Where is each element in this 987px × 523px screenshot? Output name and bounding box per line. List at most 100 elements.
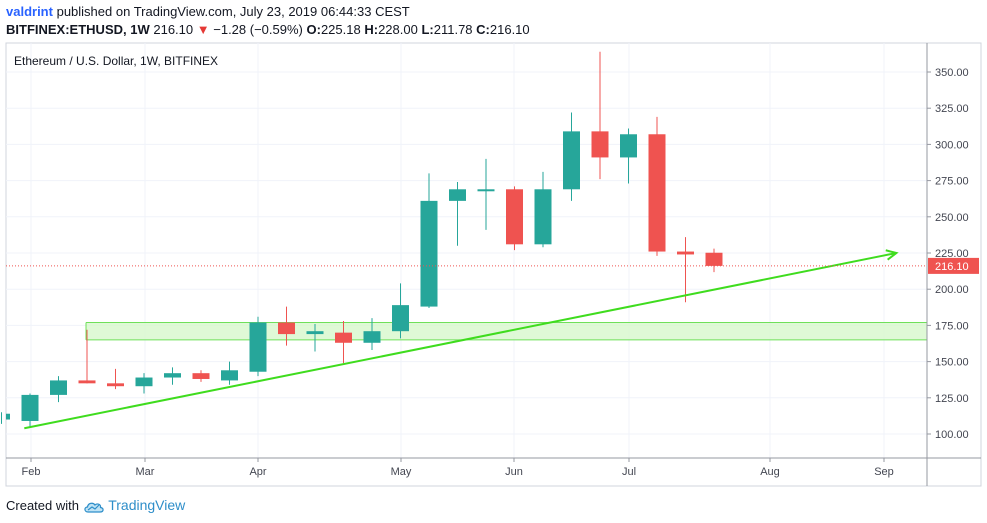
high-label: H: — [364, 22, 379, 37]
candle-body — [620, 134, 637, 158]
candle — [591, 51, 609, 180]
candle — [677, 237, 694, 303]
candle — [534, 171, 552, 248]
candle — [648, 116, 666, 256]
tradingview-cloud-icon — [83, 502, 104, 513]
price-tick-label: 150.00 — [935, 357, 969, 369]
time-axis[interactable]: Feb Mar Apr May Jun Jul Aug Sep — [22, 458, 894, 478]
candle-body — [50, 380, 67, 395]
grid — [6, 43, 927, 458]
last-price-line: 216.10 — [6, 257, 979, 274]
candle — [705, 248, 723, 273]
time-tick-label: Jun — [505, 466, 523, 478]
chart-title: Ethereum / U.S. Dollar, 1W, BITFINEX — [14, 54, 218, 68]
tradingview-brand[interactable]: TradingView — [108, 497, 186, 513]
down-arrow-icon: ▼ — [196, 22, 210, 37]
ohlc-line: BITFINEX:ETHUSD, 1W 216.10 ▼ −1.28 (−0.5… — [6, 21, 981, 39]
candle — [392, 283, 409, 339]
price-change: −1.28 (−0.59%) — [213, 22, 303, 37]
candle-body — [648, 134, 666, 252]
publish-line: valdrint published on TradingView.com, J… — [6, 3, 981, 21]
candle-body — [506, 189, 523, 245]
candle-body — [164, 373, 181, 378]
candle-body — [392, 305, 409, 332]
candle-body — [278, 322, 295, 335]
price-tick-label: 300.00 — [935, 139, 969, 151]
candle — [306, 323, 324, 352]
candle — [420, 173, 438, 309]
candle-body — [363, 331, 381, 343]
candles — [1, 51, 723, 427]
candle-body — [534, 189, 552, 245]
low-value: 211.78 — [433, 22, 473, 37]
chart-frame — [5, 42, 982, 487]
price-tick-label: 225.00 — [935, 248, 969, 260]
last-price: 216.10 — [153, 22, 194, 37]
candle — [50, 376, 67, 403]
candle-body — [563, 131, 580, 190]
candle — [1, 412, 10, 424]
time-tick-label: Mar — [136, 466, 155, 478]
price-tick-label: 200.00 — [935, 284, 969, 296]
time-tick-label: Sep — [874, 466, 894, 478]
candle — [249, 316, 267, 377]
last-price-label: 216.10 — [935, 261, 969, 273]
candle-body — [677, 251, 694, 255]
last-price-label-bg — [928, 257, 979, 274]
candle — [192, 370, 210, 382]
candle — [78, 329, 96, 384]
price-chart[interactable]: 216.10 100.00 125.00 150.00 175.00 200.00 225… — [0, 0, 987, 490]
candle-body — [6, 413, 10, 420]
time-tick-label: Apr — [249, 466, 266, 478]
candle-body — [249, 322, 267, 372]
trendline-arrowhead — [885, 249, 899, 261]
trendline-segment — [24, 252, 897, 430]
candle — [363, 318, 381, 351]
candle — [506, 186, 523, 251]
footer: Created with TradingView — [6, 496, 185, 515]
price-axis[interactable]: 100.00 125.00 150.00 175.00 200.00 225.00 250.… — [927, 67, 969, 441]
candle — [278, 306, 295, 346]
close-value: 216.10 — [489, 22, 530, 37]
candle — [620, 128, 637, 184]
time-tick-label: May — [391, 466, 412, 478]
chart-header: valdrint published on TradingView.com, J… — [6, 3, 981, 39]
candle — [107, 368, 124, 390]
candle-body — [420, 200, 438, 307]
open-label: O: — [306, 22, 321, 37]
candle — [164, 367, 181, 385]
price-tick-label: 125.00 — [935, 393, 969, 405]
candle-body — [192, 373, 210, 379]
candle-body — [477, 189, 495, 192]
price-tick-label: 325.00 — [935, 103, 969, 115]
time-tick-label: Feb — [22, 466, 41, 478]
candle-body — [21, 394, 39, 421]
candle-body — [221, 370, 238, 381]
open-value: 225.18 — [320, 22, 361, 37]
candle-body — [135, 377, 153, 387]
candle — [477, 158, 495, 230]
candle-body — [591, 131, 609, 158]
trendline — [24, 249, 899, 430]
symbol-label: BITFINEX:ETHUSD, 1W — [6, 22, 150, 37]
low-label: L: — [421, 22, 434, 37]
time-tick-label: Aug — [760, 466, 780, 478]
publish-info: published on TradingView.com, July 23, 2… — [56, 4, 410, 19]
price-tick-label: 275.00 — [935, 176, 969, 188]
author-link[interactable]: valdrint — [6, 4, 53, 19]
candle — [449, 182, 466, 246]
price-tick-label: 350.00 — [935, 67, 969, 79]
candle — [221, 361, 238, 385]
candle — [563, 112, 580, 201]
price-tick-label: 100.00 — [935, 429, 969, 441]
candle-body — [107, 383, 124, 387]
candle-body — [78, 380, 96, 384]
candle — [335, 321, 352, 364]
high-value: 228.00 — [378, 22, 418, 37]
candle — [135, 373, 153, 394]
candle-body — [705, 252, 723, 266]
created-with-label: Created with — [6, 498, 79, 513]
candle-body — [335, 332, 352, 343]
price-tick-label: 250.00 — [935, 212, 969, 224]
candle-body — [449, 189, 466, 201]
